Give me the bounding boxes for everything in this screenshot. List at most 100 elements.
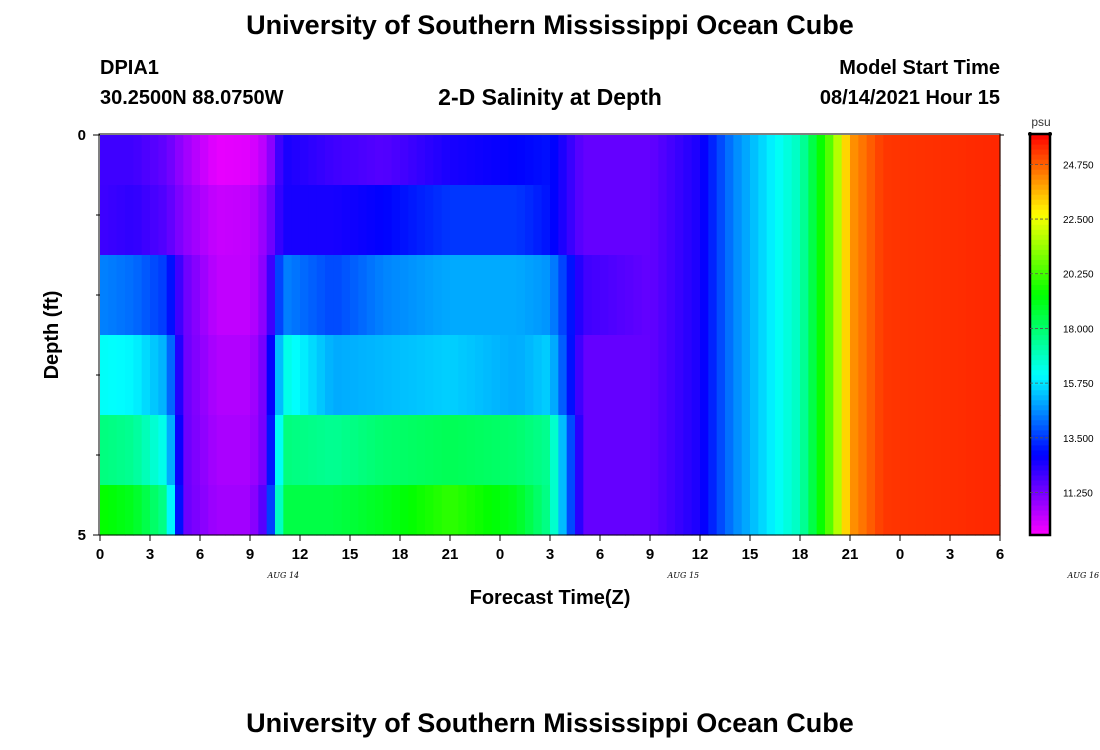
heatmap-cell <box>750 135 759 186</box>
x-tick-label: 18 <box>392 546 409 563</box>
heatmap-cell <box>533 415 543 486</box>
heatmap-cell <box>616 485 626 536</box>
heatmap-cell <box>283 185 293 256</box>
heatmap-cell <box>191 185 201 256</box>
heatmap-cell <box>866 185 876 256</box>
heatmap-cell <box>316 185 326 256</box>
heatmap-cell <box>633 135 643 186</box>
heatmap-cell <box>641 185 651 256</box>
heatmap-cell <box>741 185 751 256</box>
heatmap-cell <box>783 415 793 486</box>
heatmap-cell <box>650 255 659 336</box>
heatmap-cell <box>875 335 884 416</box>
colorbar-corner <box>1048 132 1052 136</box>
heatmap-cell <box>266 255 276 336</box>
heatmap-cell <box>133 185 143 256</box>
heatmap-cell <box>691 135 701 186</box>
heatmap-cell <box>416 415 426 486</box>
heatmap-cell <box>316 415 326 486</box>
heatmap-cell <box>666 485 676 536</box>
colorbar-swatch <box>1030 254 1050 260</box>
heatmap-cell <box>908 335 918 416</box>
heatmap-cell <box>700 255 709 336</box>
heatmap-cell <box>508 485 518 536</box>
heatmap-cell <box>633 335 643 416</box>
heatmap-cell <box>441 415 451 486</box>
heatmap-cell <box>925 485 934 536</box>
heatmap-cell <box>858 255 868 336</box>
colorbar-swatch <box>1030 319 1050 326</box>
heatmap-cell <box>125 255 134 336</box>
heatmap-cell <box>191 415 201 486</box>
heatmap-cell <box>291 185 301 256</box>
colorbar-swatch <box>1030 514 1050 521</box>
heatmap-cell <box>400 415 409 486</box>
heatmap-cell <box>950 415 959 486</box>
x-tick-label: 6 <box>196 546 204 563</box>
heatmap-cell <box>916 485 926 536</box>
colorbar-swatch <box>1030 369 1050 376</box>
colorbar-swatch <box>1030 184 1050 190</box>
heatmap-cell <box>250 255 259 336</box>
heatmap-cell <box>466 335 476 416</box>
heatmap-cell <box>533 335 543 416</box>
heatmap-cell <box>808 335 818 416</box>
heatmap-cell <box>666 335 676 416</box>
heatmap-cell <box>533 185 543 256</box>
heatmap-cell <box>200 255 209 336</box>
heatmap-cell <box>966 335 976 416</box>
heatmap-cell <box>858 335 868 416</box>
heatmap-cell <box>683 255 693 336</box>
heatmap-cell <box>400 185 409 256</box>
heatmap-cell <box>800 255 809 336</box>
heatmap-cell <box>725 135 734 186</box>
heatmap-cell <box>658 335 668 416</box>
colorbar-swatch <box>1030 374 1050 381</box>
heatmap-cell <box>825 415 834 486</box>
heatmap-cell <box>300 185 309 256</box>
heatmap-cell <box>516 135 526 186</box>
heatmap-cell <box>475 185 484 256</box>
heatmap-cell <box>700 485 709 536</box>
heatmap-cell <box>566 135 576 186</box>
heatmap-cell <box>383 255 393 336</box>
heatmap-cell <box>408 135 418 186</box>
heatmap-cell <box>475 415 484 486</box>
y-axis-label: Depth (ft) <box>41 291 63 380</box>
heatmap-cell <box>233 185 243 256</box>
heatmap-cell <box>958 135 968 186</box>
colorbar-swatch <box>1030 389 1050 396</box>
heatmap-cell <box>950 185 959 256</box>
heatmap-cell <box>791 485 801 536</box>
colorbar-tick-label: 24.750 <box>1063 160 1094 171</box>
heatmap-cell <box>516 185 526 256</box>
colorbar: 24.750 22.500 20.250 18.000 15.750 13.500 11.2… <box>1028 132 1094 537</box>
heatmap-cell <box>183 255 193 336</box>
heatmap-cell <box>441 185 451 256</box>
x-tick-label: 12 <box>692 546 709 563</box>
colorbar-swatch <box>1030 169 1050 175</box>
heatmap-cell <box>750 255 759 336</box>
heatmap-cell <box>775 335 784 416</box>
heatmap-cell <box>441 485 451 536</box>
heatmap-cell <box>683 185 693 256</box>
heatmap-cell <box>150 415 159 486</box>
heatmap-cell <box>483 485 493 536</box>
heatmap-cell <box>166 415 176 486</box>
heatmap-cell <box>575 135 584 186</box>
heatmap-cell <box>991 485 1001 536</box>
heatmap-cell <box>491 185 501 256</box>
heatmap-cell <box>291 415 301 486</box>
x-tick-label: 6 <box>996 546 1004 563</box>
heatmap-cell <box>541 485 551 536</box>
heatmap-cell <box>200 415 209 486</box>
heatmap-cell <box>433 255 443 336</box>
heatmap-cell <box>600 335 609 416</box>
heatmap-cell <box>441 135 451 186</box>
heatmap-cell <box>766 485 776 536</box>
colorbar-swatch <box>1030 259 1050 265</box>
heatmap-cell <box>425 415 434 486</box>
heatmap-cell <box>733 255 743 336</box>
heatmap-cell <box>158 415 168 486</box>
heatmap-cell <box>933 185 943 256</box>
